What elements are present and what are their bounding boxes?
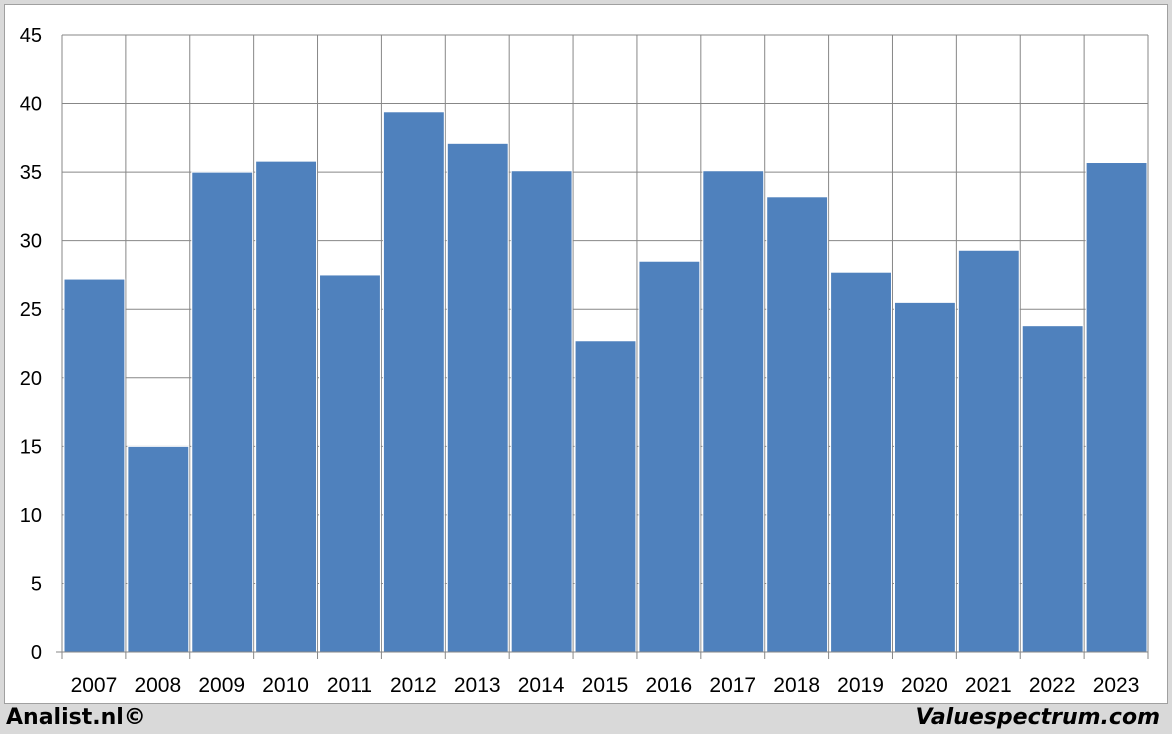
footer-source-right: Valuespectrum.com bbox=[915, 705, 1160, 730]
footer-source-left: Analist.nl© bbox=[6, 705, 146, 730]
x-tick-label: 2020 bbox=[901, 674, 948, 697]
x-tick-label: 2009 bbox=[198, 674, 245, 697]
y-tick-label: 5 bbox=[31, 573, 42, 595]
y-tick-label: 40 bbox=[20, 94, 42, 116]
x-tick-label: 2014 bbox=[518, 674, 565, 697]
x-tick-labels: 2007 2008 2009 2010 2011 2012 2013 2014 2015 2016… bbox=[71, 674, 1140, 697]
bar-2019 bbox=[830, 271, 892, 653]
bar-2016 bbox=[638, 260, 701, 653]
bar-2023 bbox=[1085, 162, 1148, 653]
x-tick-label: 2023 bbox=[1093, 674, 1140, 697]
x-tick-label: 2007 bbox=[71, 674, 118, 697]
x-tick-label: 2017 bbox=[709, 674, 756, 697]
x-tick-label: 2012 bbox=[390, 674, 437, 697]
x-tick-label: 2019 bbox=[837, 674, 884, 697]
x-tick-label: 2022 bbox=[1029, 674, 1076, 697]
bar-2022 bbox=[1021, 325, 1084, 653]
bar-2012 bbox=[382, 111, 445, 653]
bar-2010 bbox=[255, 160, 318, 653]
bar-2015 bbox=[574, 340, 637, 653]
y-tick-label: 35 bbox=[20, 162, 42, 184]
bar-2018 bbox=[766, 196, 829, 653]
x-tick-label: 2021 bbox=[965, 674, 1012, 697]
bar-2021 bbox=[957, 249, 1020, 653]
x-tick-label: 2018 bbox=[773, 674, 820, 697]
bar-2008 bbox=[127, 445, 190, 653]
x-tick-label: 2015 bbox=[582, 674, 629, 697]
y-tick-label: 25 bbox=[20, 299, 42, 321]
bars bbox=[63, 111, 1148, 653]
bar-2009 bbox=[191, 171, 254, 653]
bar-2007 bbox=[63, 278, 126, 653]
bar-2017 bbox=[702, 170, 765, 653]
y-tick-labels: 0 5 10 15 20 25 30 35 40 45 bbox=[20, 25, 42, 664]
x-tick-label: 2016 bbox=[646, 674, 693, 697]
y-tick-label: 30 bbox=[20, 231, 42, 253]
y-tick-label: 0 bbox=[31, 642, 42, 664]
bar-2013 bbox=[446, 142, 509, 653]
x-tick-label: 2008 bbox=[134, 674, 181, 697]
x-tick-label: 2010 bbox=[262, 674, 309, 697]
x-tick-label: 2013 bbox=[454, 674, 501, 697]
bar-2020 bbox=[893, 301, 956, 653]
x-tick-label: 2011 bbox=[327, 674, 372, 697]
y-tick-label: 45 bbox=[20, 25, 42, 47]
axes bbox=[56, 35, 1148, 653]
y-tick-label: 20 bbox=[20, 368, 42, 390]
y-tick-label: 10 bbox=[20, 505, 42, 527]
bar-2011 bbox=[319, 274, 381, 653]
bar-2014 bbox=[510, 170, 573, 653]
y-tick-label: 15 bbox=[20, 436, 42, 458]
